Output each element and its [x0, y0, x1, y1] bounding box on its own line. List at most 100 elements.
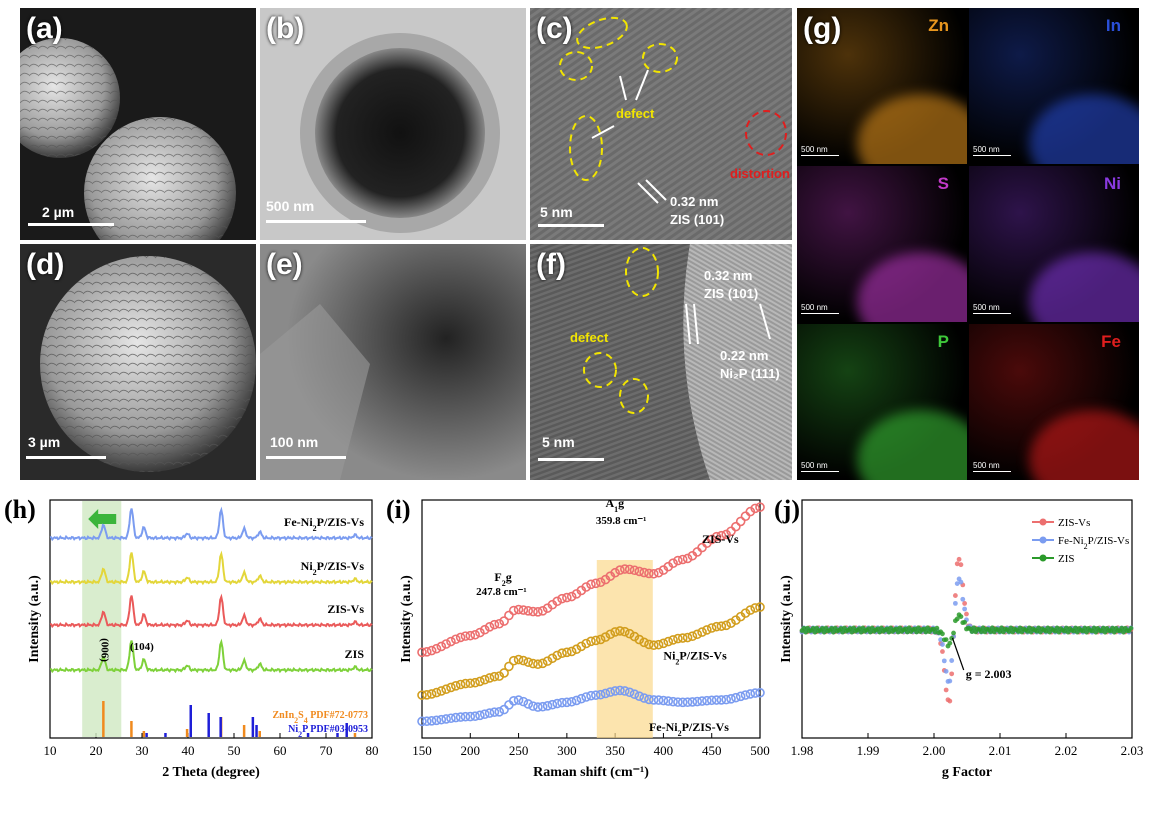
data-point: [547, 699, 558, 710]
panel-label: (j): [774, 495, 800, 524]
panel-c-distortion-text: distortion: [730, 166, 790, 181]
data-point: [562, 647, 572, 658]
eds-scale-bar: 500 nm: [801, 145, 839, 156]
panel-f-spacing2-text: 0.22 nm: [720, 348, 769, 363]
data-point: [906, 625, 912, 631]
data-point: [533, 607, 543, 617]
data-point: [952, 600, 958, 606]
data-point: [629, 689, 640, 699]
data-point: [847, 626, 853, 631]
x-axis-label: Raman shift (cm⁻¹): [533, 765, 649, 780]
data-point: [940, 642, 945, 647]
data-point: [858, 629, 864, 635]
data-point: [422, 716, 432, 727]
data-point: [668, 696, 678, 707]
panel-a-scale-bar: [28, 223, 114, 226]
x-tick-label: 2.03: [1121, 743, 1144, 758]
panel-c-defect-text: defect: [616, 106, 655, 121]
data-point: [571, 644, 582, 655]
x-tick-label: 150: [412, 743, 432, 758]
data-point: [663, 636, 674, 647]
data-point: [528, 606, 538, 617]
data-point: [978, 629, 984, 635]
data-point: [634, 566, 645, 577]
data-point: [513, 695, 524, 705]
data-point: [668, 635, 678, 645]
data-point: [934, 625, 940, 631]
x-tick-label: 300: [557, 743, 577, 758]
data-point: [954, 581, 960, 586]
data-point: [426, 645, 437, 656]
data-point: [648, 695, 659, 705]
data-point: [1082, 625, 1088, 631]
data-point: [687, 697, 698, 707]
f2g-value: 247.8 cm⁻¹: [476, 586, 527, 598]
data-point: [552, 650, 562, 661]
data-point: [735, 516, 746, 527]
data-point: [849, 629, 855, 635]
data-point: [620, 626, 630, 637]
data-point: [943, 637, 949, 642]
data-point: [1056, 629, 1062, 635]
eds-signal-region: [1029, 252, 1139, 322]
data-point: [499, 668, 509, 678]
data-point: [750, 688, 760, 698]
data-point: [697, 627, 707, 637]
data-point: [810, 625, 816, 631]
data-point: [1006, 629, 1012, 634]
panel-e-scale-text: 100 nm: [270, 434, 319, 450]
x-tick-label: 2.02: [1055, 743, 1078, 758]
data-point: [682, 553, 693, 564]
xrd-series-line: [49, 550, 373, 586]
data-point: [581, 638, 591, 649]
data-point: [557, 697, 567, 708]
data-point: [952, 593, 958, 598]
data-point: [499, 704, 509, 715]
panel-c-scale-bar: [538, 224, 604, 227]
epr-chart: 1.98 1.99 2.00 2.01 2.02 2.03 g Factor Intensit…: [774, 495, 1144, 780]
panel-f-scale-bar: [538, 458, 604, 461]
series-label: Ni2P/ZIS-Vs: [301, 559, 365, 577]
data-point: [1093, 629, 1099, 635]
data-point: [940, 631, 945, 637]
data-point: [745, 689, 756, 699]
data-point: [740, 608, 751, 618]
panel-e-scale-bar: [266, 456, 346, 459]
eds-scale-bar: 500 nm: [973, 461, 1011, 472]
data-point: [706, 623, 717, 633]
data-point: [465, 711, 476, 722]
panel-a-scale-text: 2 µm: [42, 204, 75, 220]
panel-e-tem-image: (e) 100 nm: [260, 244, 526, 480]
data-point: [888, 625, 894, 631]
x-tick-label: 10: [44, 743, 57, 758]
panel-f-plane2-text: Ni₂P (111): [720, 366, 780, 381]
data-point: [591, 690, 601, 700]
data-point: [547, 653, 558, 664]
xrd-series-line: [49, 593, 373, 629]
data-point: [740, 690, 751, 700]
data-point: [706, 534, 717, 545]
plot-frame: [801, 499, 1133, 739]
data-point: [697, 696, 707, 706]
data-point: [1084, 629, 1089, 635]
eds-signal-region: [857, 94, 967, 164]
data-point: [494, 618, 505, 629]
data-point: [605, 629, 616, 640]
data-point: [508, 696, 519, 706]
data-point: [687, 631, 698, 641]
data-point: [735, 691, 746, 702]
eds-signal-region: [857, 410, 967, 480]
eds-map-s: S 500 nm: [797, 166, 967, 322]
data-point: [557, 648, 567, 659]
plot-frame: [421, 499, 761, 739]
data-point: [925, 625, 931, 631]
hrtem-heterojunction: [530, 244, 792, 480]
tem-interface: [260, 244, 526, 480]
data-point: [677, 697, 688, 708]
y-axis-label: Intensity (a.u.): [27, 575, 42, 663]
data-point: [595, 689, 606, 700]
data-point: [956, 556, 962, 562]
data-point: [801, 625, 807, 631]
data-point: [673, 633, 683, 644]
